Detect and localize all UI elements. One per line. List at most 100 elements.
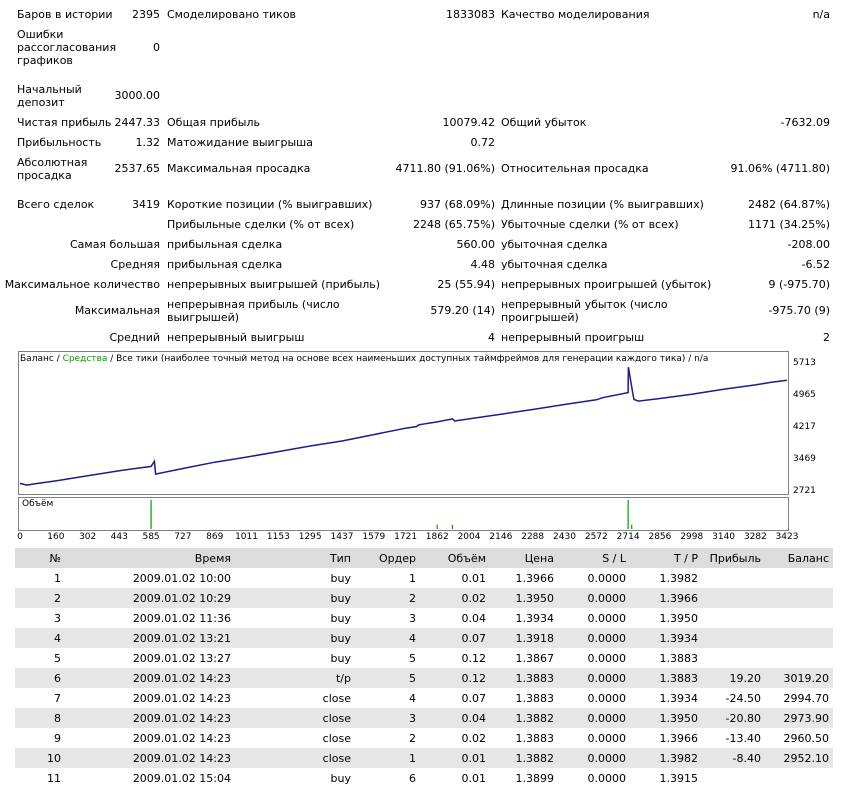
table-cell: 1 <box>409 571 416 585</box>
x-tick-label: 160 <box>47 532 65 542</box>
table-row[interactable]: 5 2009.01.02 13:27 buy 5 0.12 1.3867 0.0000 1.3… <box>15 648 833 668</box>
table-row[interactable]: 1 2009.01.02 10:00 buy 1 0.01 1.3966 0.0000 1.3… <box>15 568 833 588</box>
table-cell: 3 <box>409 611 416 625</box>
table-cell: 0.0000 <box>587 611 627 625</box>
table-row[interactable]: 10 2009.01.02 14:23 close 1 0.01 1.3882 0.0000… <box>15 748 833 768</box>
y-tick-label: 3469 <box>793 454 816 464</box>
table-cell: 5 <box>409 651 416 665</box>
table-row[interactable]: 4 2009.01.02 13:21 buy 4 0.07 1.3918 0.0000 1.3… <box>15 628 833 648</box>
table-cell: 0.0000 <box>587 651 627 665</box>
table-cell: 1 <box>54 571 61 585</box>
largest-label: Самая большая <box>69 238 160 251</box>
y-tick-label: 5713 <box>793 358 816 368</box>
x-tick-label: 869 <box>206 532 224 542</box>
table-cell <box>702 628 765 648</box>
table-cell: 1.3966 <box>630 588 702 608</box>
table-cell: 3 <box>54 611 61 625</box>
table-cell: 19.20 <box>702 668 765 688</box>
column-header[interactable]: S / L <box>558 548 630 568</box>
legend-separator: / <box>53 354 63 364</box>
ticks-value: 1833083 <box>446 8 495 21</box>
largest-loss-label: убыточная сделка <box>501 238 608 251</box>
column-header[interactable]: № <box>15 548 65 568</box>
table-cell: 0.0000 <box>558 668 630 688</box>
table-cell: close <box>235 708 355 728</box>
table-cell: 7 <box>54 691 61 705</box>
x-tick-label: 727 <box>174 532 192 542</box>
table-cell <box>765 648 833 668</box>
bars-label: Баров в истории <box>17 8 113 21</box>
table-cell: 1.3966 <box>515 571 555 585</box>
x-tick-label: 2998 <box>680 532 704 542</box>
table-cell <box>765 628 833 648</box>
table-row[interactable]: 2 2009.01.02 10:29 buy 2 0.02 1.3950 0.0000 1.3… <box>15 588 833 608</box>
column-header[interactable]: Цена <box>490 548 558 568</box>
table-cell: 1.3966 <box>659 731 699 745</box>
abs-drawdown-label: Абсолютная просадка <box>17 156 88 182</box>
y-tick-label: 4217 <box>793 422 816 432</box>
table-cell: 2009.01.02 14:23 <box>132 691 231 705</box>
largest-loss-value: -208.00 <box>787 238 830 251</box>
column-header[interactable]: T / P <box>630 548 702 568</box>
table-cell: 1.3950 <box>659 611 699 625</box>
table-cell: buy <box>330 611 351 625</box>
average-consecutive-label: Средний <box>109 331 160 344</box>
avg-consecutive-loss-value: 2 <box>823 331 830 344</box>
table-row[interactable]: 3 2009.01.02 11:36 buy 3 0.04 1.3934 0.0000 1.3… <box>15 608 833 628</box>
profit-factor-value: 1.32 <box>135 136 161 149</box>
table-cell: 0.01 <box>461 771 487 785</box>
table-cell: 0.0000 <box>587 571 627 585</box>
x-tick-label: 2288 <box>521 532 545 542</box>
table-cell <box>765 608 833 628</box>
table-cell: 4 <box>15 628 65 648</box>
table-cell <box>702 568 765 588</box>
chart-canvas <box>19 366 788 529</box>
max-count-loss-label: непрерывных проигрышей (убыток) <box>501 278 712 291</box>
table-cell: buy <box>235 588 355 608</box>
table-row[interactable]: 6 2009.01.02 14:23 t/p 5 0.12 1.3883 0.0000 1.3… <box>15 668 833 688</box>
table-cell: buy <box>330 651 351 665</box>
table-cell <box>765 768 833 788</box>
x-tick-label: 585 <box>142 532 160 542</box>
table-cell: 2009.01.02 14:23 <box>65 668 235 688</box>
column-header[interactable]: Объём <box>420 548 490 568</box>
x-tick-label: 0 <box>17 532 23 542</box>
quality-value: n/a <box>812 8 830 21</box>
rel-drawdown-value: 91.06% (4711.80) <box>730 162 830 175</box>
table-row[interactable]: 7 2009.01.02 14:23 close 4 0.07 1.3883 0.0000 1… <box>15 688 833 708</box>
column-header[interactable]: Тип <box>235 548 355 568</box>
y-tick-label: 4965 <box>793 390 816 400</box>
balance-line <box>19 366 788 486</box>
mismatch-value: 0 <box>153 41 160 54</box>
table-row[interactable]: 8 2009.01.02 14:23 close 3 0.04 1.3882 0.0000 1… <box>15 708 833 728</box>
table-cell: 0.0000 <box>558 748 630 768</box>
column-header[interactable]: Время <box>65 548 235 568</box>
table-row[interactable]: 9 2009.01.02 14:23 close 2 0.02 1.3883 0.0000 1… <box>15 728 833 748</box>
table-cell: 1.3934 <box>630 628 702 648</box>
table-cell: 9 <box>54 731 61 745</box>
table-cell: 3019.20 <box>765 668 833 688</box>
table-cell: 1.3882 <box>490 708 558 728</box>
column-header[interactable]: Ордер <box>355 548 420 568</box>
table-cell: 0.04 <box>420 708 490 728</box>
profit-trades-label: Прибыльные сделки (% от всех) <box>167 218 355 231</box>
table-cell: 5 <box>355 668 420 688</box>
short-positions-label: Короткие позиции (% выигравших) <box>167 198 373 211</box>
table-cell: 1.3882 <box>490 748 558 768</box>
avg-consecutive-win-value: 4 <box>488 331 495 344</box>
total-trades-value: 3419 <box>132 198 160 211</box>
table-cell: 6 <box>15 668 65 688</box>
table-row[interactable]: 11 2009.01.02 15:04 buy 6 0.01 1.3899 0.0000 1.… <box>15 768 833 788</box>
table-cell: close <box>322 691 351 705</box>
table-cell: 5 <box>54 651 61 665</box>
column-header[interactable]: Баланс <box>765 548 833 568</box>
max-count-loss-value: 9 (-975.70) <box>768 278 830 291</box>
balance-chart <box>18 351 789 495</box>
table-cell: 1.3950 <box>630 708 702 728</box>
column-header[interactable]: Прибыль <box>702 548 765 568</box>
table-cell: 1 <box>355 748 420 768</box>
abs-drawdown-value: 2537.65 <box>114 162 161 175</box>
table-cell: 1.3883 <box>490 668 558 688</box>
x-tick-label: 1437 <box>330 532 354 542</box>
net-profit-value: 2447.33 <box>114 116 161 129</box>
